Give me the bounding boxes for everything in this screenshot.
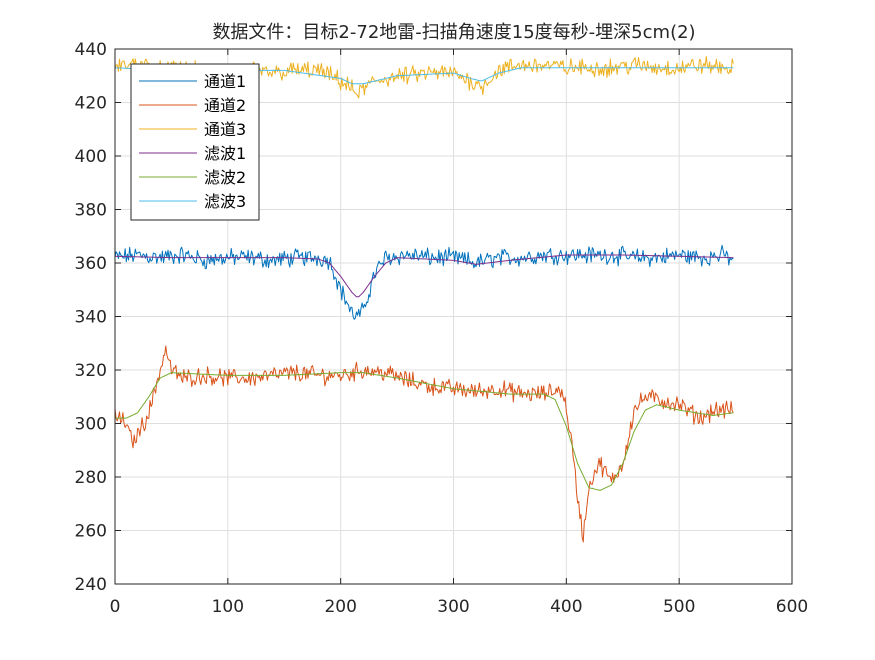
- series-line-5: [115, 372, 734, 491]
- y-tick-label: 260: [75, 522, 107, 542]
- y-tick-label: 240: [75, 575, 107, 595]
- y-tick-label: 420: [75, 94, 107, 114]
- x-tick-label: 100: [212, 597, 244, 617]
- x-tick-label: 200: [324, 597, 356, 617]
- x-tick-label: 0: [110, 597, 121, 617]
- axes: 0 100 200 300 400 500 600 240 260 280 300 320 340 360…: [75, 40, 809, 617]
- y-tick-label: 300: [75, 415, 107, 435]
- legend-label: 通道2: [204, 96, 246, 115]
- legend-label: 通道3: [204, 120, 246, 139]
- series-line-4: [114, 254, 734, 298]
- y-tick-label: 320: [75, 361, 107, 381]
- y-tick-label: 400: [75, 147, 107, 167]
- chart-title: 数据文件：目标2-72地雷-扫描角速度15度每秒-埋深5cm(2): [212, 22, 695, 43]
- y-tick-label: 380: [75, 201, 107, 221]
- y-tick-label: 280: [75, 468, 107, 488]
- x-tick-label: 500: [663, 597, 695, 617]
- legend-label: 通道1: [204, 72, 246, 91]
- legend-box: [130, 63, 260, 221]
- y-tick-label: 340: [75, 308, 107, 328]
- x-tick-label: 600: [776, 597, 808, 617]
- legend: 通道1 通道2 通道3 滤波1 滤波2 滤波3: [130, 63, 260, 221]
- legend-label: 滤波2: [204, 168, 246, 187]
- x-tick-label: 300: [437, 597, 469, 617]
- legend-label: 滤波3: [204, 192, 246, 211]
- y-tick-label: 360: [75, 254, 107, 274]
- x-tick-label: 400: [550, 597, 582, 617]
- legend-label: 滤波1: [204, 144, 246, 163]
- y-tick-label: 440: [75, 40, 107, 60]
